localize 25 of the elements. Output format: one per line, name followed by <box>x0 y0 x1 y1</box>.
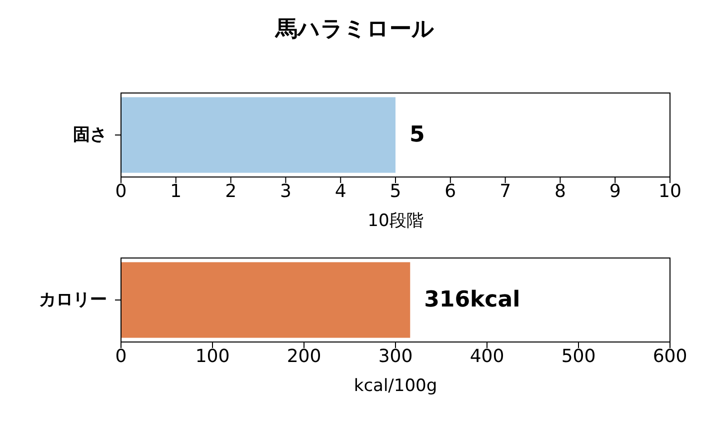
y-tick-label: 固さ <box>73 125 107 145</box>
x-tick-label: 2 <box>225 181 237 202</box>
x-tick-label: 6 <box>444 181 456 202</box>
data-label: 5 <box>410 122 425 148</box>
x-tick-label: 500 <box>561 346 596 367</box>
chart-title: 馬ハラミロール <box>274 17 434 42</box>
x-tick-label: 5 <box>390 181 402 202</box>
x-tick-label: 8 <box>554 181 566 202</box>
x-tick-label: 10 <box>658 181 682 202</box>
x-tick-label: 0 <box>115 181 127 202</box>
x-axis-title: kcal/100g <box>354 376 438 396</box>
x-tick-label: 1 <box>170 181 182 202</box>
x-tick-label: 9 <box>609 181 621 202</box>
x-axis-title: 10段階 <box>368 211 424 231</box>
x-tick-label: 3 <box>280 181 292 202</box>
x-tick-label: 200 <box>286 346 322 367</box>
x-tick-label: 300 <box>378 346 413 367</box>
x-tick-label: 100 <box>195 346 230 367</box>
x-tick-label: 7 <box>500 181 512 202</box>
x-tick-label: 4 <box>334 181 346 202</box>
x-tick-label: 400 <box>470 346 504 367</box>
x-tick-label: 0 <box>115 346 127 367</box>
y-tick-label: カロリー <box>39 290 107 310</box>
x-tick-label: 600 <box>652 346 688 367</box>
data-label: 316kcal <box>424 288 520 312</box>
